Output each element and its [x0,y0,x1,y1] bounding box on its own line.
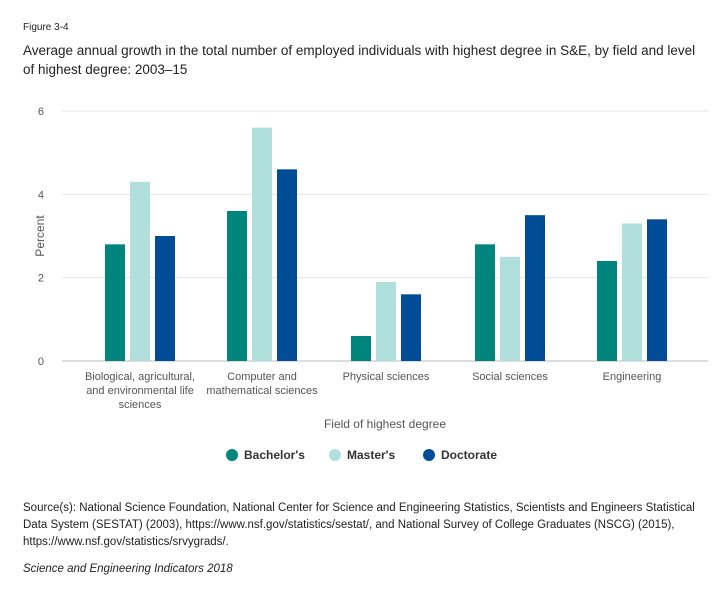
bar-doctorate [277,169,297,361]
bar-masters [252,127,272,362]
bar-doctorate [525,215,545,361]
bar-doctorate [647,219,667,361]
figure-label: Figure 3-4 [23,22,69,33]
x-tick-label: mathematical sciences [206,385,318,397]
publication-name: Science and Engineering Indicators 2018 [23,563,233,575]
legend-swatch [423,449,435,461]
x-tick-label: sciences [119,399,162,411]
bar-masters [500,256,520,361]
legend-label: Bachelor's [244,448,305,462]
y-axis-label: Percent [33,215,47,257]
bar-doctorate [401,294,421,361]
legend-swatch [329,449,341,461]
y-tick-label: 6 [38,106,44,118]
bar-bachelors [475,244,495,361]
bar-bachelors [105,244,125,361]
legend-label: Master's [347,448,396,462]
legend-label: Doctorate [441,448,497,462]
x-tick-label: Engineering [603,371,662,383]
x-tick-label: Social sciences [472,371,548,383]
x-axis-label: Field of highest degree [324,417,446,431]
bar-masters [622,223,642,361]
x-tick-label: Physical sciences [343,371,430,383]
x-tick-label: and environmental life [86,385,194,397]
legend-swatch [226,449,238,461]
bar-bachelors [597,261,617,361]
x-tick-label: Biological, agricultural, [85,371,195,383]
bar-masters [376,281,396,361]
bar-bachelors [227,211,247,361]
x-tick-label: Computer and [227,371,297,383]
y-tick-label: 4 [38,189,44,201]
y-tick-label: 0 [38,356,44,368]
bar-masters [130,181,150,361]
bar-doctorate [155,236,175,361]
chart-title: Average annual growth in the total numbe… [23,43,696,77]
source-note: Source(s): National Science Foundation, … [23,502,695,548]
bar-bachelors [351,336,371,361]
y-tick-label: 2 [38,273,44,285]
